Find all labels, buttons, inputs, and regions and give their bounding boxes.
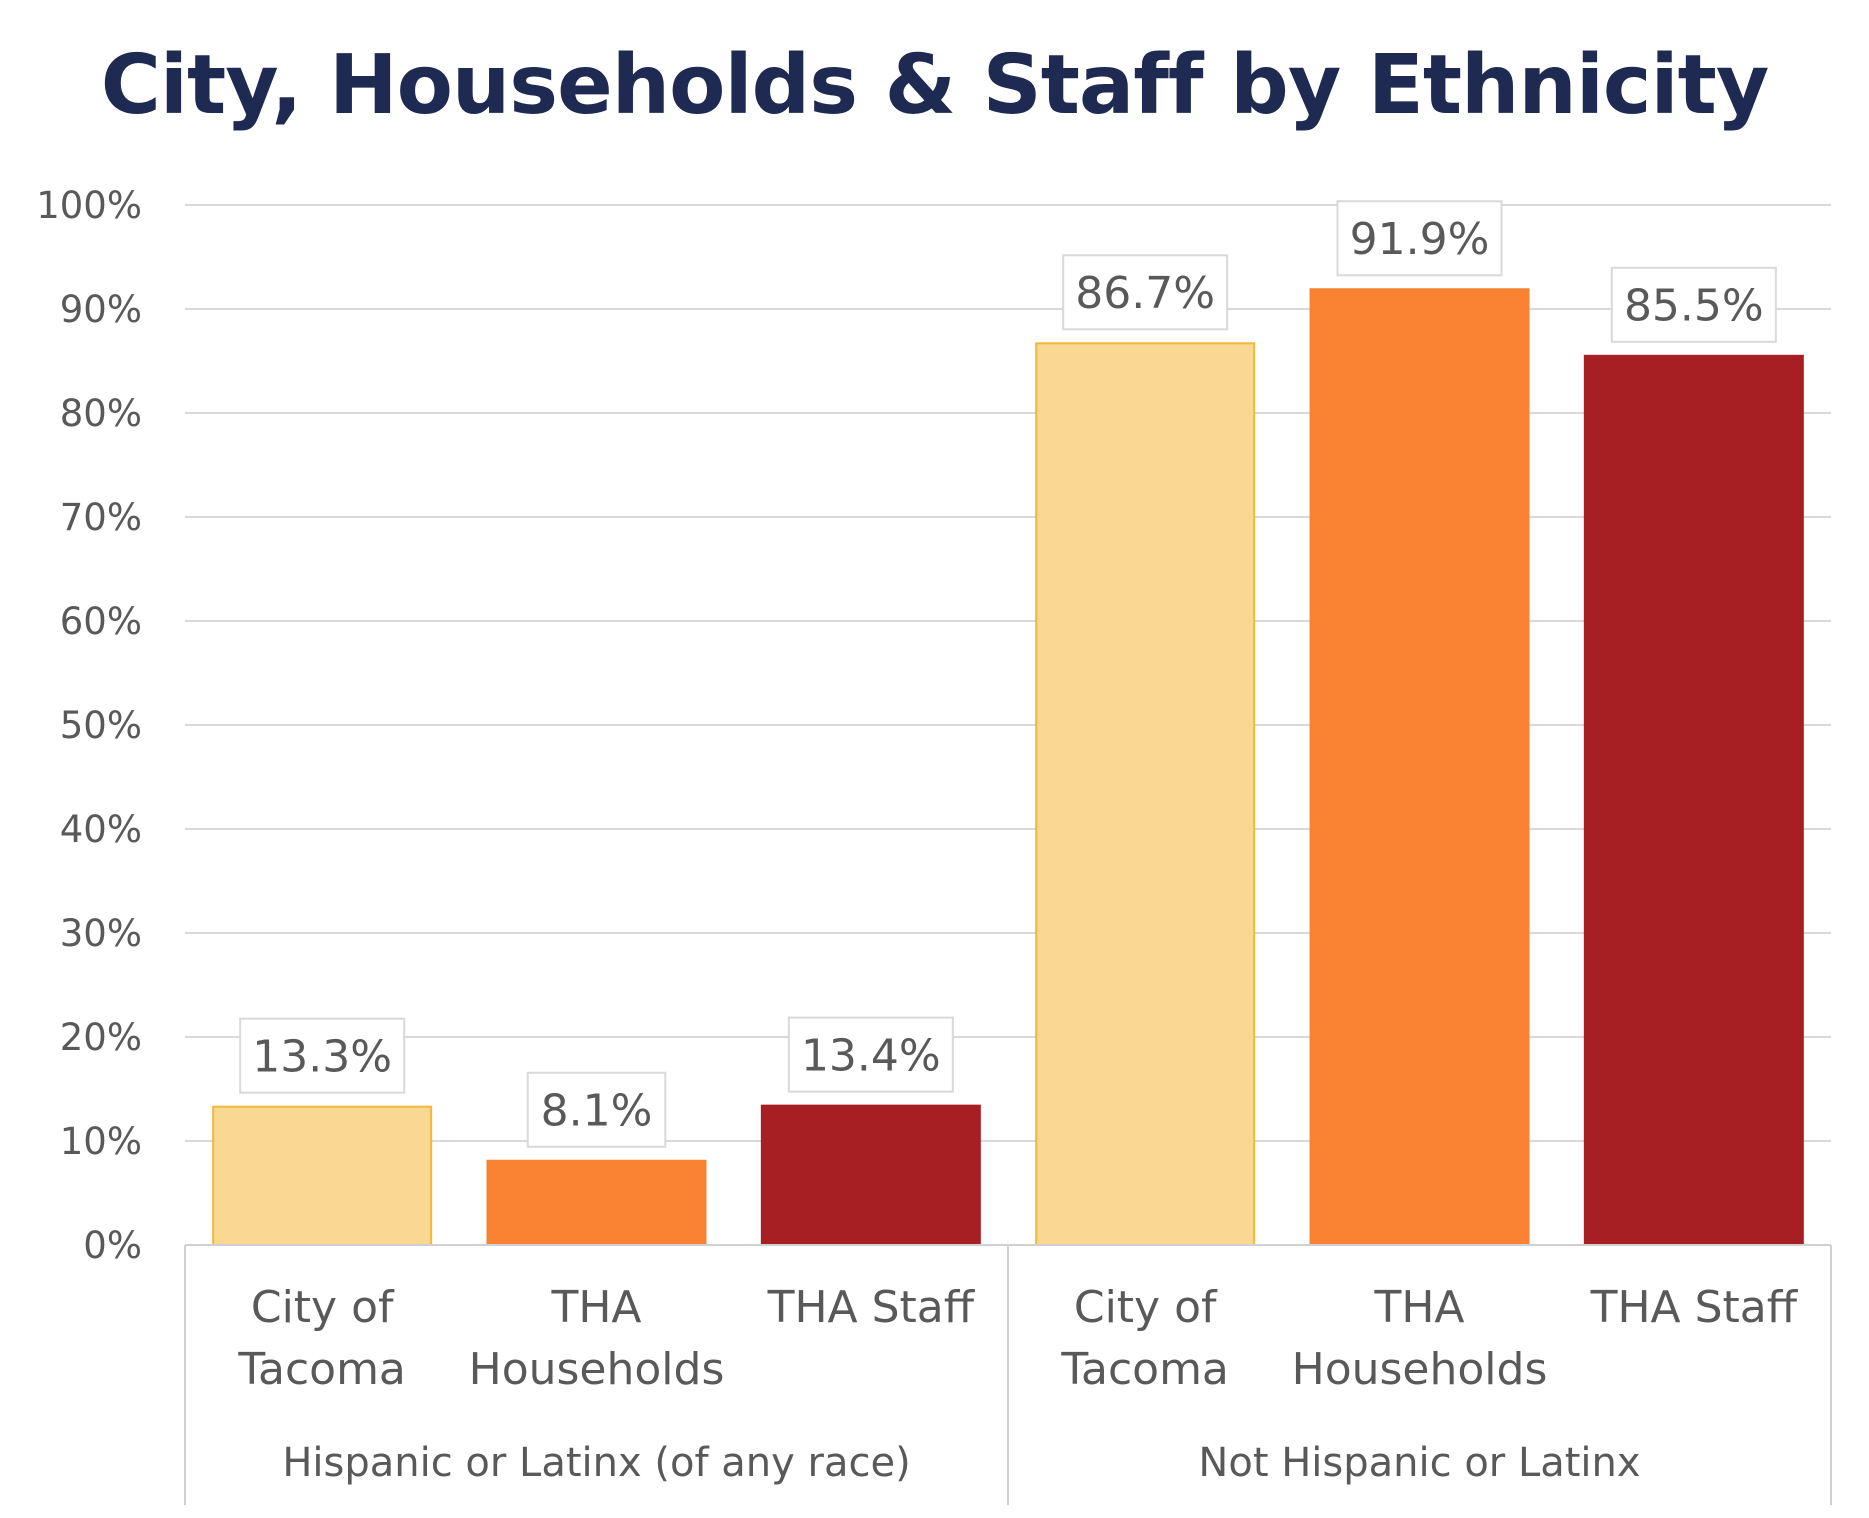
data-label-box: [1336, 200, 1503, 277]
category-label: Tacoma: [237, 1344, 406, 1395]
group-label: Not Hispanic or Latinx: [1198, 1440, 1640, 1486]
y-tick-label: 90%: [60, 288, 142, 331]
y-tick-label: 30%: [60, 912, 142, 955]
bar: [1309, 288, 1530, 1246]
chart-title: City, Households & Staff by Ethnicity: [100, 38, 1770, 133]
data-label: 86.7%: [1075, 268, 1215, 319]
data-label: 91.9%: [1350, 214, 1490, 265]
gridlines: [185, 204, 1831, 1142]
category-label: THA: [550, 1282, 641, 1333]
data-label: 13.4%: [801, 1030, 941, 1081]
data-label: 85.5%: [1624, 281, 1764, 332]
y-tick-label: 20%: [60, 1016, 142, 1059]
group-label: Hispanic or Latinx (of any race): [282, 1440, 910, 1486]
y-tick-label: 50%: [60, 704, 142, 747]
bar: [1583, 354, 1804, 1246]
bar: [760, 1104, 981, 1247]
y-tick-label: 0%: [83, 1224, 142, 1267]
y-tick-label: 100%: [36, 184, 142, 227]
y-tick-label: 60%: [60, 600, 142, 643]
category-label: THA: [1373, 1282, 1464, 1333]
category-label: City of: [251, 1282, 395, 1333]
data-label-box: [1062, 254, 1229, 331]
bar: [486, 1159, 707, 1247]
group-labels: Hispanic or Latinx (of any race) Not Hisp…: [282, 1440, 1640, 1486]
bar: [212, 1105, 433, 1247]
data-label-box: [787, 1016, 954, 1093]
category-label: Households: [469, 1344, 725, 1395]
data-labels: 13.3% 8.1% 13.4% 86.7% 91.9% 85.5%: [239, 200, 1777, 1148]
y-tick-label: 70%: [60, 496, 142, 539]
y-tick-label: 80%: [60, 392, 142, 435]
y-tick-label: 40%: [60, 808, 142, 851]
category-label: THA Staff: [1590, 1282, 1799, 1333]
category-label: Households: [1292, 1344, 1548, 1395]
bar: [1035, 342, 1256, 1246]
category-label: THA Staff: [767, 1282, 976, 1333]
data-label-box: [1610, 266, 1777, 343]
bars: [212, 288, 1804, 1247]
data-label-box: [526, 1071, 667, 1148]
y-tick-label: 10%: [60, 1120, 142, 1163]
data-label: 8.1%: [541, 1086, 653, 1137]
category-label: City of: [1074, 1282, 1218, 1333]
category-label: Tacoma: [1060, 1344, 1229, 1395]
y-axis-tick-labels: 0% 10% 20% 30% 40% 50% 60% 70% 80% 90% 100%: [36, 184, 142, 1267]
data-label: 13.3%: [252, 1032, 392, 1083]
data-label-box: [239, 1017, 406, 1094]
x-axis: [184, 1244, 1832, 1505]
category-labels: City of Tacoma THA Households THA Staff City …: [237, 1282, 1798, 1395]
